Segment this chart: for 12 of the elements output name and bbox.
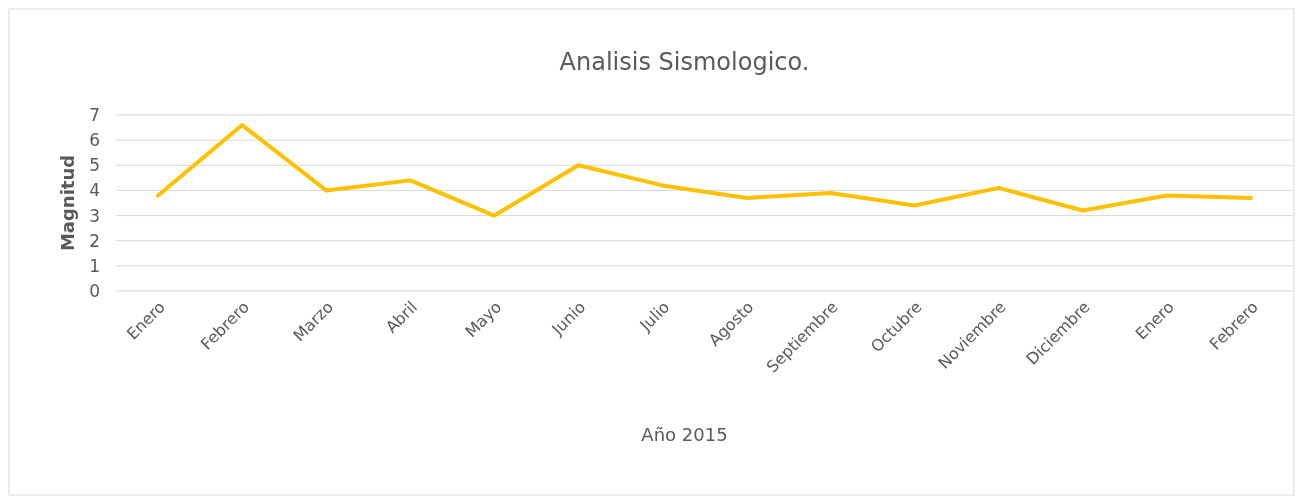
y-tick-label: 3 [89,205,100,226]
y-tick-label: 2 [89,230,100,251]
y-tick-label: 6 [89,130,100,151]
y-tick-label: 0 [89,280,100,301]
line-series [156,123,1253,218]
y-axis-title: Magnitud [57,154,78,252]
y-tick-label: 4 [89,180,100,201]
chart-title: Analisis Sismologico. [559,48,810,76]
y-tick-label: 5 [89,155,100,176]
y-tick-label: 7 [89,104,100,125]
x-axis-title: Año 2015 [641,424,728,445]
y-tick-label: 1 [89,255,100,276]
